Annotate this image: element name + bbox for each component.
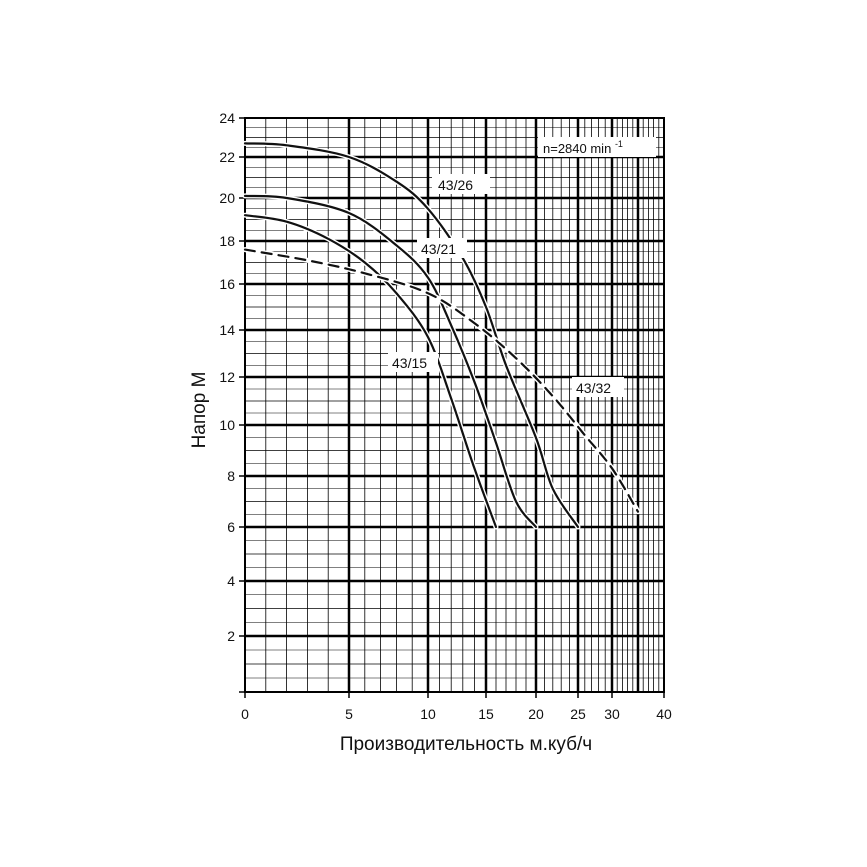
y-tick-label: 8 <box>227 468 235 484</box>
minor-grid <box>245 118 664 692</box>
x-tick-label: 25 <box>570 706 586 722</box>
x-axis-title: Производительность м.куб/ч <box>340 734 592 755</box>
x-tick-label: 40 <box>656 706 672 722</box>
y-tick-label: 2 <box>227 628 235 644</box>
curve-43-26 <box>243 142 580 529</box>
y-tick-label: 4 <box>227 573 235 589</box>
curve-label-43-15-text: 43/15 <box>392 355 427 371</box>
speed-annotation-exponent: -1 <box>615 139 623 149</box>
svg-text:n=2840 min -1: n=2840 min -1 <box>543 139 623 156</box>
curve-43-15 <box>243 214 498 529</box>
x-tick-label: 15 <box>478 706 494 722</box>
speed-annotation-text: n=2840 min <box>543 141 611 156</box>
curve-halo-43-15 <box>242 212 499 530</box>
y-tick-label: 6 <box>227 519 235 535</box>
x-tick-label: 30 <box>604 706 620 722</box>
y-tick-label: 16 <box>219 276 235 292</box>
speed-annotation: n=2840 min -1 <box>538 137 656 157</box>
curve-label-43-26: 43/26 <box>432 174 490 194</box>
curve-43-32 <box>243 248 640 513</box>
x-tick-label: 10 <box>420 706 436 722</box>
curve-label-43-21: 43/21 <box>417 238 467 258</box>
y-tick-label: 10 <box>219 417 235 433</box>
plot-frame <box>239 117 665 698</box>
curve-label-43-26-text: 43/26 <box>438 177 473 193</box>
x-tick-label: 0 <box>241 706 249 722</box>
x-tick-label: 20 <box>528 706 544 722</box>
y-tick-label: 22 <box>219 149 235 165</box>
x-tick-label: 5 <box>345 706 353 722</box>
y-tick-label: 24 <box>219 110 235 126</box>
y-axis-title: Напор М <box>189 372 210 449</box>
plot-border <box>244 117 665 693</box>
curves <box>242 140 641 530</box>
curve-label-43-32: 43/32 <box>572 377 624 397</box>
curve-label-43-15: 43/15 <box>388 352 438 372</box>
y-tick-label: 20 <box>219 190 235 206</box>
y-tick-label: 18 <box>219 233 235 249</box>
curve-label-43-21-text: 43/21 <box>421 241 456 257</box>
y-tick-label: 14 <box>219 322 235 338</box>
curve-label-43-32-text: 43/32 <box>576 380 611 396</box>
x-tick-labels: 0 5 10 15 20 25 30 40 <box>241 706 672 722</box>
y-tick-label: 12 <box>219 369 235 385</box>
